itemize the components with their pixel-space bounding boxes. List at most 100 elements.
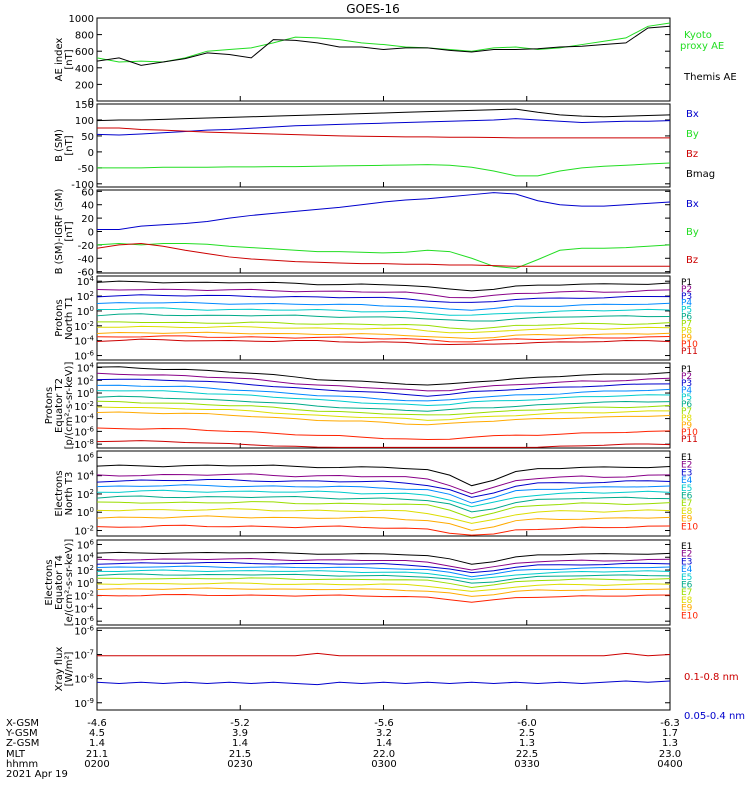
legend: Bx By Bz Bmag [686,109,715,180]
footer-value: 2.5 [519,728,535,739]
legend-entry: P1 [681,365,692,375]
legend-entry: proxy AE [680,41,724,52]
y-tick-label: 102 [77,488,94,501]
series-line [96,307,671,316]
panel-frame [96,275,671,361]
footer-value: 4.5 [89,728,105,739]
y-axis-label: Electrons [54,470,65,516]
series-line [96,400,671,416]
series-line [96,390,671,407]
series-line [96,108,671,122]
y-axis-label: North T1 [64,296,75,340]
series-line [96,288,671,299]
footer-row-label: X-GSM [6,718,39,729]
plot-title: GOES-16 [346,2,400,16]
y-tick-label: 102 [77,374,94,387]
y-tick-label: 20 [81,214,94,225]
y-tick-label: 50 [81,132,94,143]
legend-entry: P9 [681,333,692,343]
y-axis-label: North T3 [64,472,75,516]
y-tick-label: 40 [81,201,94,212]
series-line [96,406,671,421]
legend-entry: E3 [681,557,692,567]
legend-entry: P4 [681,386,692,396]
panel-bigrf: -60 -40 -20 0 20 40 60 B (SM)-IGRF (SM) [nT] Bx By… [54,187,699,278]
y-tick-label: -100 [71,180,94,191]
y-tick-label: -50 [78,164,94,175]
footer-value: -5.2 [230,718,250,729]
legend-entry: E2 [681,461,692,471]
legend-entry: P11 [681,435,698,445]
series-line [96,573,671,584]
y-axis-label: [W/m²] [64,651,75,686]
legend-entry: E5 [681,573,692,583]
y-tick-label: 102 [77,564,94,577]
series-line [96,577,671,588]
legend-entry: P3 [681,292,692,302]
series-line [96,294,671,303]
y-axis-label: Protons [54,299,65,336]
legend-entry: P8 [681,326,692,336]
series-line [96,569,671,580]
series-line [96,515,671,531]
series-line [96,325,671,334]
series-line [96,427,671,441]
legend-entry: 0.1-0.8 nm [684,672,739,683]
footer-value: -6.0 [517,718,537,729]
footer-value: 21.1 [86,749,108,760]
footer-value: 1.3 [662,738,678,749]
legend-entry: E2 [681,550,692,560]
series-line [96,440,671,448]
series-line [96,384,671,402]
y-axis-label: Equator T4 [54,555,65,610]
legend-entry: P7 [681,407,692,417]
y-tick-label: 100 [77,506,94,519]
series-line [96,680,671,686]
y-tick-label: 10-4 [74,413,94,426]
y-tick-label: 0 [88,97,94,108]
legend-entry: E5 [681,484,692,494]
y-tick-label: 106 [77,451,95,464]
legend-entry: Bz [686,149,698,160]
footer-value: 0400 [657,759,682,770]
legend-entry: P9 [681,421,692,431]
y-tick-label: 100 [77,387,94,400]
legend-entry: E9 [681,515,693,525]
y-axis-label: B (SM)-IGRF (SM) [54,189,65,275]
y-axis-label: Electrons [44,559,55,605]
y-axis-label: Equator T2 [54,378,65,433]
y-tick-label: 100 [77,305,94,318]
legend-entry: P5 [681,393,692,403]
series-line [97,127,670,139]
series-line [96,587,671,597]
legend-entry: P2 [681,372,692,382]
series-line [96,464,671,487]
y-tick-label: 200 [75,80,94,91]
y-tick-label: 0 [88,148,94,159]
series-line [96,495,671,513]
y-axis-label: [p/(cm²-s-sr-keV)] [64,362,75,450]
footer-row-label: MLT [6,749,26,760]
series-line [96,25,671,66]
legend-entry: P5 [681,306,692,316]
series-line [96,582,671,592]
footer: X-GSM -4.6 -5.2 -5.6 -6.0 -6.3 Y-GSM 4.5 3.9 3.2 2… [5,718,683,780]
series-line [97,192,671,230]
series-line [96,118,671,136]
series-line [96,594,671,603]
series-line [96,489,671,508]
y-tick-label: 10-6 [74,624,94,637]
series-line [96,321,671,330]
y-tick-label: 10-2 [74,400,94,413]
series-line [96,378,671,397]
panel-frame [96,627,671,711]
y-tick-label: 10-6 [74,615,94,628]
legend-entry: P4 [681,299,692,309]
series-line [96,561,671,574]
